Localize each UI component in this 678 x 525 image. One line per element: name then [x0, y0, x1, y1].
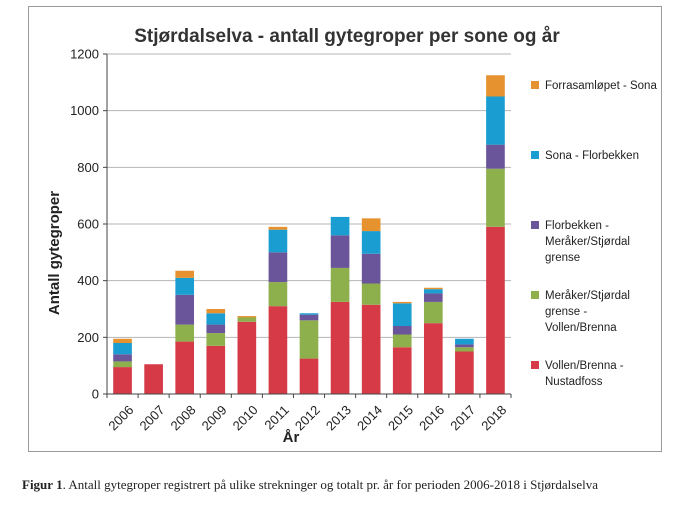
legend-label: Meråker/Stjørdal grense -Vollen/Brenna	[545, 290, 630, 334]
bar-segment	[206, 324, 226, 334]
y-tick-label: 1000	[70, 103, 99, 118]
bar-segment	[268, 229, 288, 253]
bar-segment	[175, 270, 195, 278]
bar-segment	[361, 253, 381, 284]
bar-segment	[423, 287, 443, 290]
bar-segment	[392, 326, 412, 335]
bar-segment	[486, 75, 505, 97]
x-tick-label: 2014	[354, 402, 385, 433]
x-tick-label: 2015	[385, 402, 416, 433]
legend-label: Vollen/Brenna -Nustadfoss	[545, 360, 624, 388]
x-tick-label: 2013	[323, 402, 354, 433]
y-tick-label: 1200	[70, 47, 99, 62]
bar-segment	[268, 252, 288, 283]
bar-segment	[392, 334, 412, 348]
bar-segment	[423, 293, 443, 302]
x-tick-label: 2010	[230, 402, 261, 433]
x-axis-title: År	[283, 429, 300, 446]
bar-segment	[299, 320, 319, 359]
grid-lines	[107, 53, 511, 395]
bar-segment	[486, 168, 505, 227]
bar-segment	[330, 235, 350, 268]
legend-label: Florbekken -Meråker/Stjørdal grense	[545, 220, 630, 264]
x-tick-label: 2009	[199, 402, 230, 433]
bar-segment	[206, 309, 226, 314]
y-tick-label: 600	[77, 217, 99, 232]
bar-segment	[113, 367, 132, 394]
bar-segment	[268, 306, 288, 394]
bar-segment	[175, 324, 195, 342]
bar-segment	[455, 351, 474, 394]
legend-label: Forrasamløpet - Sona	[545, 80, 657, 92]
bar-segment	[113, 338, 132, 343]
x-tick-label: 2007	[136, 402, 167, 433]
bars	[113, 75, 505, 394]
bar-segment	[113, 354, 132, 362]
bar-segment	[299, 313, 319, 315]
bar-segment	[268, 226, 288, 230]
x-tick-label: 2017	[447, 402, 478, 433]
bar-segment	[361, 304, 381, 394]
chart-svg: Stjørdalselva - antall gytegroper per so…	[46, 26, 657, 446]
legend-swatch	[531, 361, 539, 369]
bar-segment	[330, 267, 350, 302]
bar-segment	[423, 289, 443, 294]
legend: Forrasamløpet - Sona Sona - Florbekken Flo…	[531, 80, 657, 388]
bar-segment	[175, 294, 195, 325]
bar-segment	[486, 144, 505, 169]
bar-segment	[299, 358, 319, 394]
y-tick-label: 0	[92, 387, 99, 402]
bar-segment	[175, 277, 195, 295]
x-tick-label: 2008	[168, 402, 199, 433]
bar-segment	[392, 303, 412, 326]
caption-text: . Antall gytegroper registrert på ulike …	[62, 477, 598, 492]
y-tick-label: 800	[77, 160, 99, 175]
bar-segment	[237, 316, 257, 318]
bar-segment	[113, 361, 132, 368]
bar-segment	[268, 282, 288, 307]
bar-segment	[392, 301, 412, 304]
bar-segment	[206, 345, 226, 394]
bar-segment	[206, 313, 226, 325]
bar-segment	[423, 301, 443, 324]
bar-segment	[144, 364, 163, 394]
legend-swatch	[531, 81, 539, 89]
y-tick-label: 400	[77, 273, 99, 288]
legend-label: Sona - Florbekken	[545, 150, 639, 162]
chart-title: Stjørdalselva - antall gytegroper per so…	[134, 26, 560, 47]
bar-segment	[299, 314, 319, 321]
bar-segment	[237, 317, 257, 322]
y-axis-title: Antall gytegroper	[46, 191, 63, 315]
x-tick-label: 2006	[105, 402, 136, 433]
legend-swatch	[531, 151, 539, 159]
bar-segment	[361, 283, 381, 305]
y-tick-label: 200	[77, 330, 99, 345]
bar-segment	[237, 321, 257, 394]
legend-swatch	[531, 221, 539, 229]
bar-segment	[486, 226, 505, 394]
bar-segment	[361, 218, 381, 232]
bar-segment	[455, 347, 474, 352]
bar-segment	[486, 96, 505, 145]
x-tick-label: 2016	[416, 402, 447, 433]
bar-segment	[455, 344, 474, 348]
bar-segment	[423, 323, 443, 394]
x-tick-label: 2018	[478, 402, 509, 433]
chart-frame: Stjørdalselva - antall gytegroper per so…	[28, 6, 662, 452]
figure-caption: Figur 1. Antall gytegroper registrert på…	[22, 476, 662, 493]
legend-swatch	[531, 291, 539, 299]
bar-segment	[455, 338, 474, 345]
bar-segment	[175, 341, 195, 394]
bar-segment	[330, 301, 350, 394]
bar-segment	[361, 231, 381, 254]
caption-label: Figur 1	[22, 477, 63, 492]
bar-segment	[392, 347, 412, 394]
bar-segment	[113, 343, 132, 355]
bar-segment	[330, 216, 350, 236]
bar-segment	[206, 333, 226, 346]
